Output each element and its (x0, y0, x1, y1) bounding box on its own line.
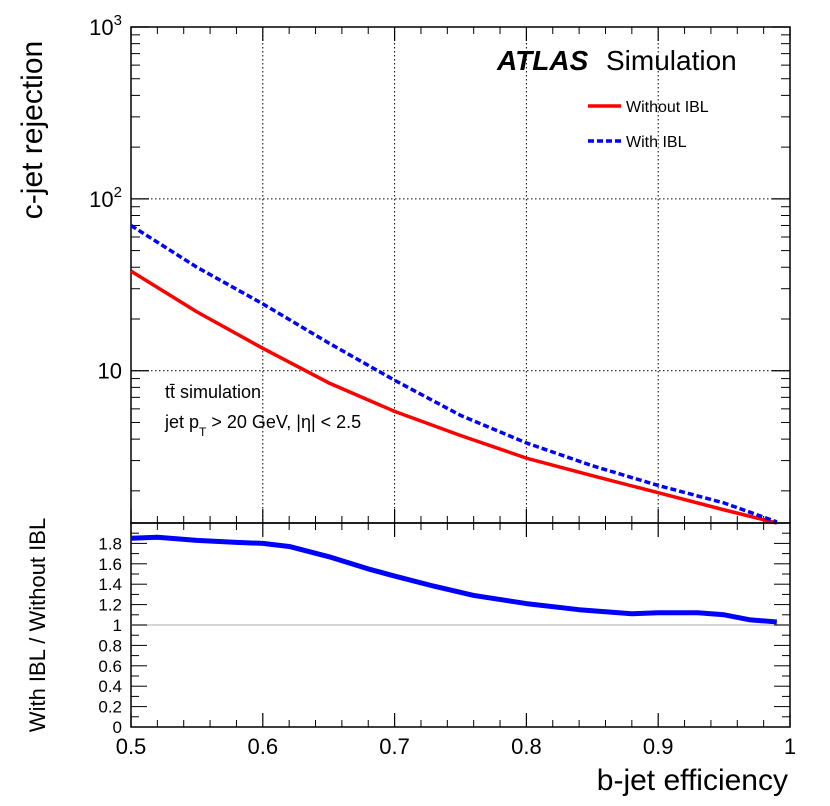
rejection-grid (131, 27, 790, 523)
y-tick-label: 10 (98, 359, 122, 384)
x-tick-labels: 0.5 0.6 0.7 0.8 0.9 1 (116, 734, 796, 759)
annotation-pt-subscript: T (199, 425, 207, 439)
y-axis-title: c-jet rejection (16, 41, 49, 219)
ratio-y-tick-label: 0 (113, 718, 122, 737)
rejection-series (130, 224, 778, 525)
ratio-y-axis-title: With IBL / Without IBL (25, 518, 50, 732)
simulation-label: Simulation (606, 45, 737, 76)
y-tick-label: 102 (89, 184, 122, 212)
rejection-y-tick-labels: 103 102 10 (89, 12, 122, 384)
series-line-with-ibl (130, 224, 778, 524)
x-axis-title: b-jet efficiency (597, 764, 788, 797)
legend: Without IBL With IBL (588, 99, 709, 151)
annotation-jet-suffix: > 20 GeV, |η| < 2.5 (206, 412, 361, 432)
atlas-label: ATLAS (496, 45, 589, 76)
x-tick-label: 1 (784, 734, 796, 759)
ratio-panel: 00.20.40.60.811.21.41.61.8 0.5 0.6 0.7 0.8 0… (25, 518, 796, 797)
ratio-y-tick-label: 0.4 (98, 677, 122, 696)
ratio-y-tick-label: 1.8 (98, 534, 122, 553)
annotation-jet-prefix: jet p (164, 412, 199, 432)
ratio-y-tick-label: 0.6 (98, 657, 122, 676)
ratio-y-tick-label: 1.4 (98, 575, 122, 594)
ratio-series (130, 534, 778, 625)
ratio-ticks (130, 523, 791, 728)
x-tick-label: 0.5 (116, 734, 147, 759)
legend-label-with-ibl: With IBL (626, 134, 687, 151)
x-tick-label: 0.7 (379, 734, 410, 759)
x-tick-label: 0.8 (511, 734, 542, 759)
ratio-y-tick-label: 0.2 (98, 698, 122, 717)
y-tick-label: 103 (89, 12, 122, 40)
series-line-without-ibl (130, 269, 778, 525)
ratio-y-tick-label: 1.2 (98, 596, 122, 615)
x-tick-label: 0.9 (643, 734, 674, 759)
rejection-ticks (130, 26, 791, 523)
ratio-y-tick-labels: 00.2 0.40.6 0.811.2 1.41.6 1.8 (98, 534, 122, 737)
ratio-y-tick-label: 1.6 (98, 555, 122, 574)
annotation-jet-cuts: jet pT > 20 GeV, |η| < 2.5 (164, 412, 361, 439)
ratio-series-line (130, 534, 778, 625)
legend-label-without-ibl: Without IBL (626, 99, 709, 116)
ratio-y-tick-label: 1 (113, 616, 122, 635)
annotation-ttbar: tt̄ simulation (165, 382, 261, 402)
rejection-panel: 103 102 10 c-jet rejection ATLAS Simulatio… (16, 12, 791, 525)
x-tick-label: 0.6 (248, 734, 279, 759)
ratio-y-tick-label: 0.8 (98, 636, 122, 655)
